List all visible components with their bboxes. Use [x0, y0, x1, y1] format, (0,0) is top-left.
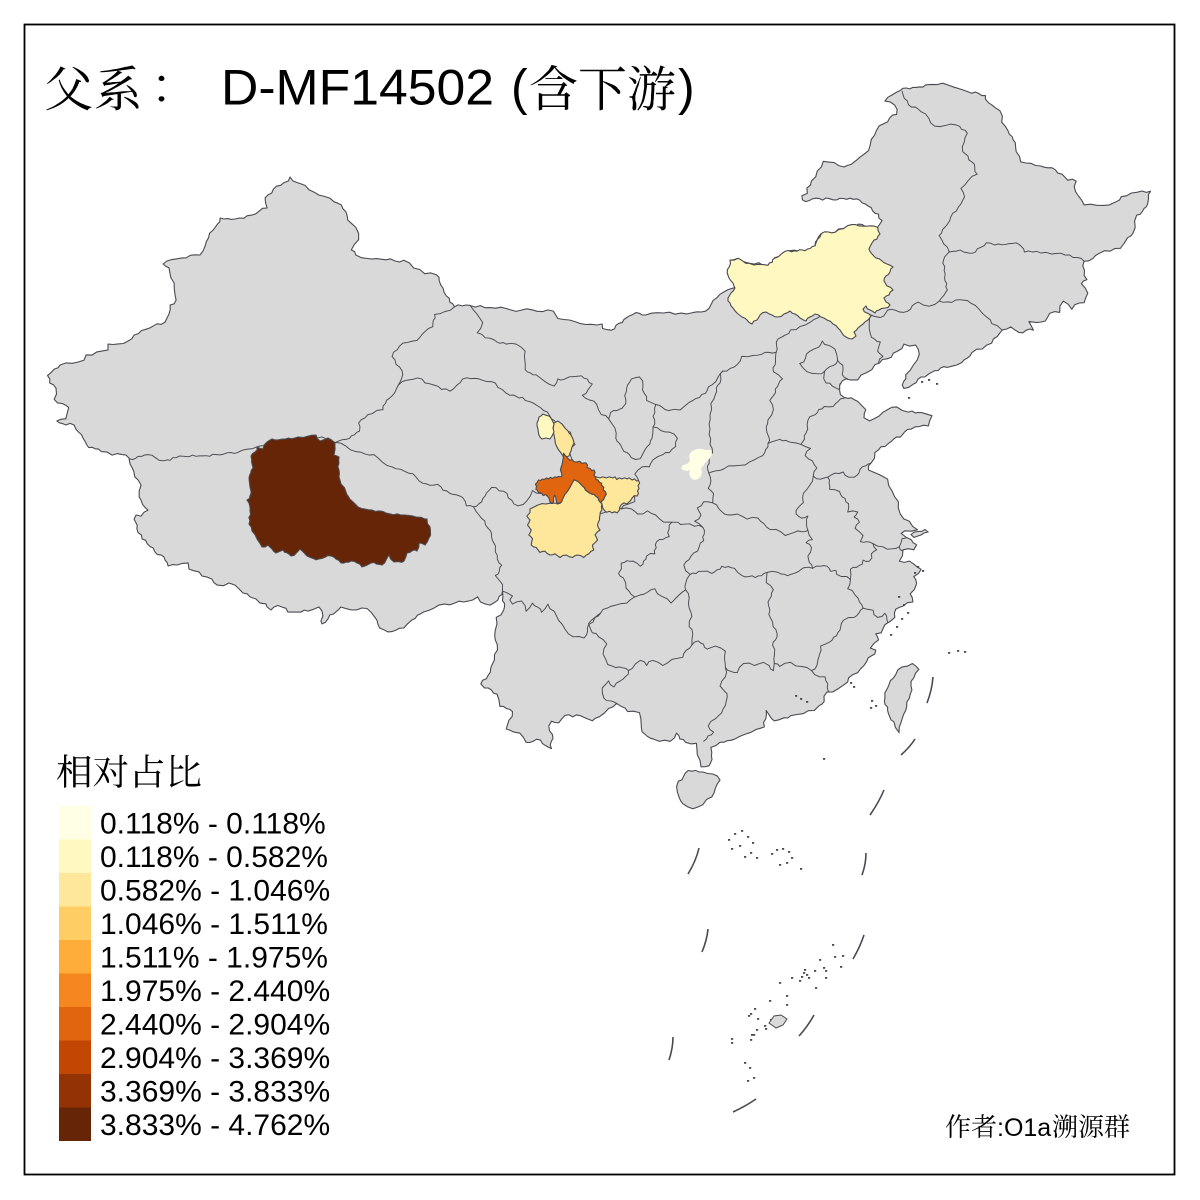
- svg-text:2.440% - 2.904%: 2.440% - 2.904%: [100, 1009, 330, 1042]
- svg-text:): ): [678, 60, 695, 116]
- svg-text:1.975% - 2.440%: 1.975% - 2.440%: [100, 975, 330, 1008]
- svg-text:0.118% - 0.118%: 0.118% - 0.118%: [100, 808, 326, 841]
- svg-text:3.833% - 4.762%: 3.833% - 4.762%: [100, 1109, 330, 1142]
- svg-text:(: (: [511, 60, 528, 116]
- svg-text:3.369% - 3.833%: 3.369% - 3.833%: [100, 1076, 330, 1109]
- svg-text:1.511% - 1.975%: 1.511% - 1.975%: [100, 942, 328, 975]
- svg-text:1.046% - 1.511%: 1.046% - 1.511%: [100, 908, 328, 941]
- svg-text:0.582% - 1.046%: 0.582% - 1.046%: [100, 875, 330, 908]
- svg-text:D-MF14502: D-MF14502: [221, 60, 494, 116]
- svg-text:0.118% - 0.582%: 0.118% - 0.582%: [100, 841, 328, 874]
- svg-text:2.904% - 3.369%: 2.904% - 3.369%: [100, 1042, 330, 1075]
- svg-text::O1a: :O1a: [997, 1114, 1051, 1142]
